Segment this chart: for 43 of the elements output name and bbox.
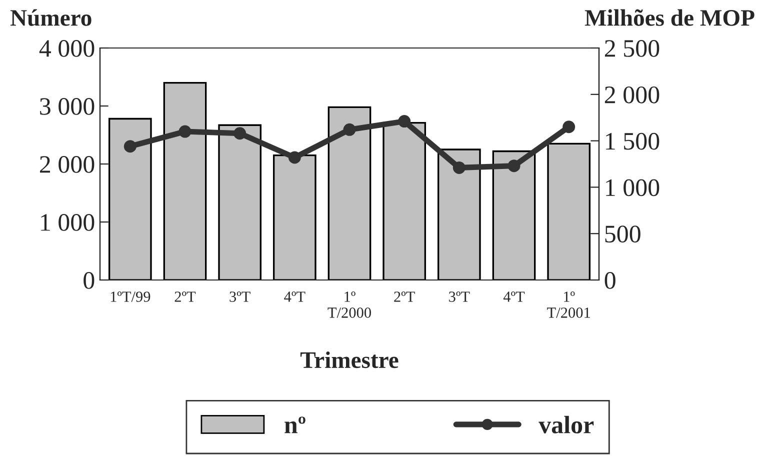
y2-axis-title: Milhões de MOP xyxy=(584,9,754,26)
y-tick-label: 0 xyxy=(84,272,94,289)
y2-tick-label: 1 000 xyxy=(606,179,660,196)
bar xyxy=(163,82,207,280)
legend-label: valor xyxy=(538,416,594,434)
y2-tick-label: 0 xyxy=(604,272,616,289)
point xyxy=(124,140,136,153)
x-tick-label: 2ºT xyxy=(174,292,196,302)
x-tick-label: 1º T/2000 xyxy=(328,292,371,318)
y2-tick-label: 1 500 xyxy=(606,132,660,150)
x-axis-title: Trimestre xyxy=(300,351,398,368)
y2-tick-label: 500 xyxy=(605,226,640,243)
point xyxy=(343,123,356,136)
y-axis-title: Número xyxy=(10,9,92,26)
y-tick-label: 2 000 xyxy=(40,156,94,173)
bar xyxy=(547,142,591,280)
x-tick-label: 2ºT xyxy=(394,292,415,302)
point xyxy=(452,161,466,174)
bar xyxy=(108,118,152,280)
x-tick-label: 1ºT/99 xyxy=(110,292,150,302)
bar xyxy=(272,154,316,280)
y2-tick-label: 2 500 xyxy=(604,40,660,57)
bar xyxy=(492,150,536,280)
legend-label: nº xyxy=(284,416,306,434)
y-tick-label: 4 000 xyxy=(39,40,94,57)
x-tick-label: 1º T/2001 xyxy=(547,292,590,318)
x-tick-label: 4ºT xyxy=(284,292,306,302)
x-tick-label: 3ºT xyxy=(449,292,470,302)
point xyxy=(234,127,246,140)
x-tick-label: 4ºT xyxy=(503,292,525,302)
y-tick-label: 3 000 xyxy=(40,98,94,115)
x-tick-label: 3ºT xyxy=(230,292,250,302)
point xyxy=(508,160,520,172)
bar xyxy=(382,122,426,280)
point xyxy=(178,125,192,138)
y2-tick-label: 2 000 xyxy=(604,86,660,104)
point xyxy=(288,151,301,164)
point xyxy=(398,115,411,128)
bar xyxy=(438,148,481,280)
bar xyxy=(218,124,262,280)
bar xyxy=(328,106,372,280)
y-tick-label: 1 000 xyxy=(41,214,94,231)
point xyxy=(562,120,576,134)
